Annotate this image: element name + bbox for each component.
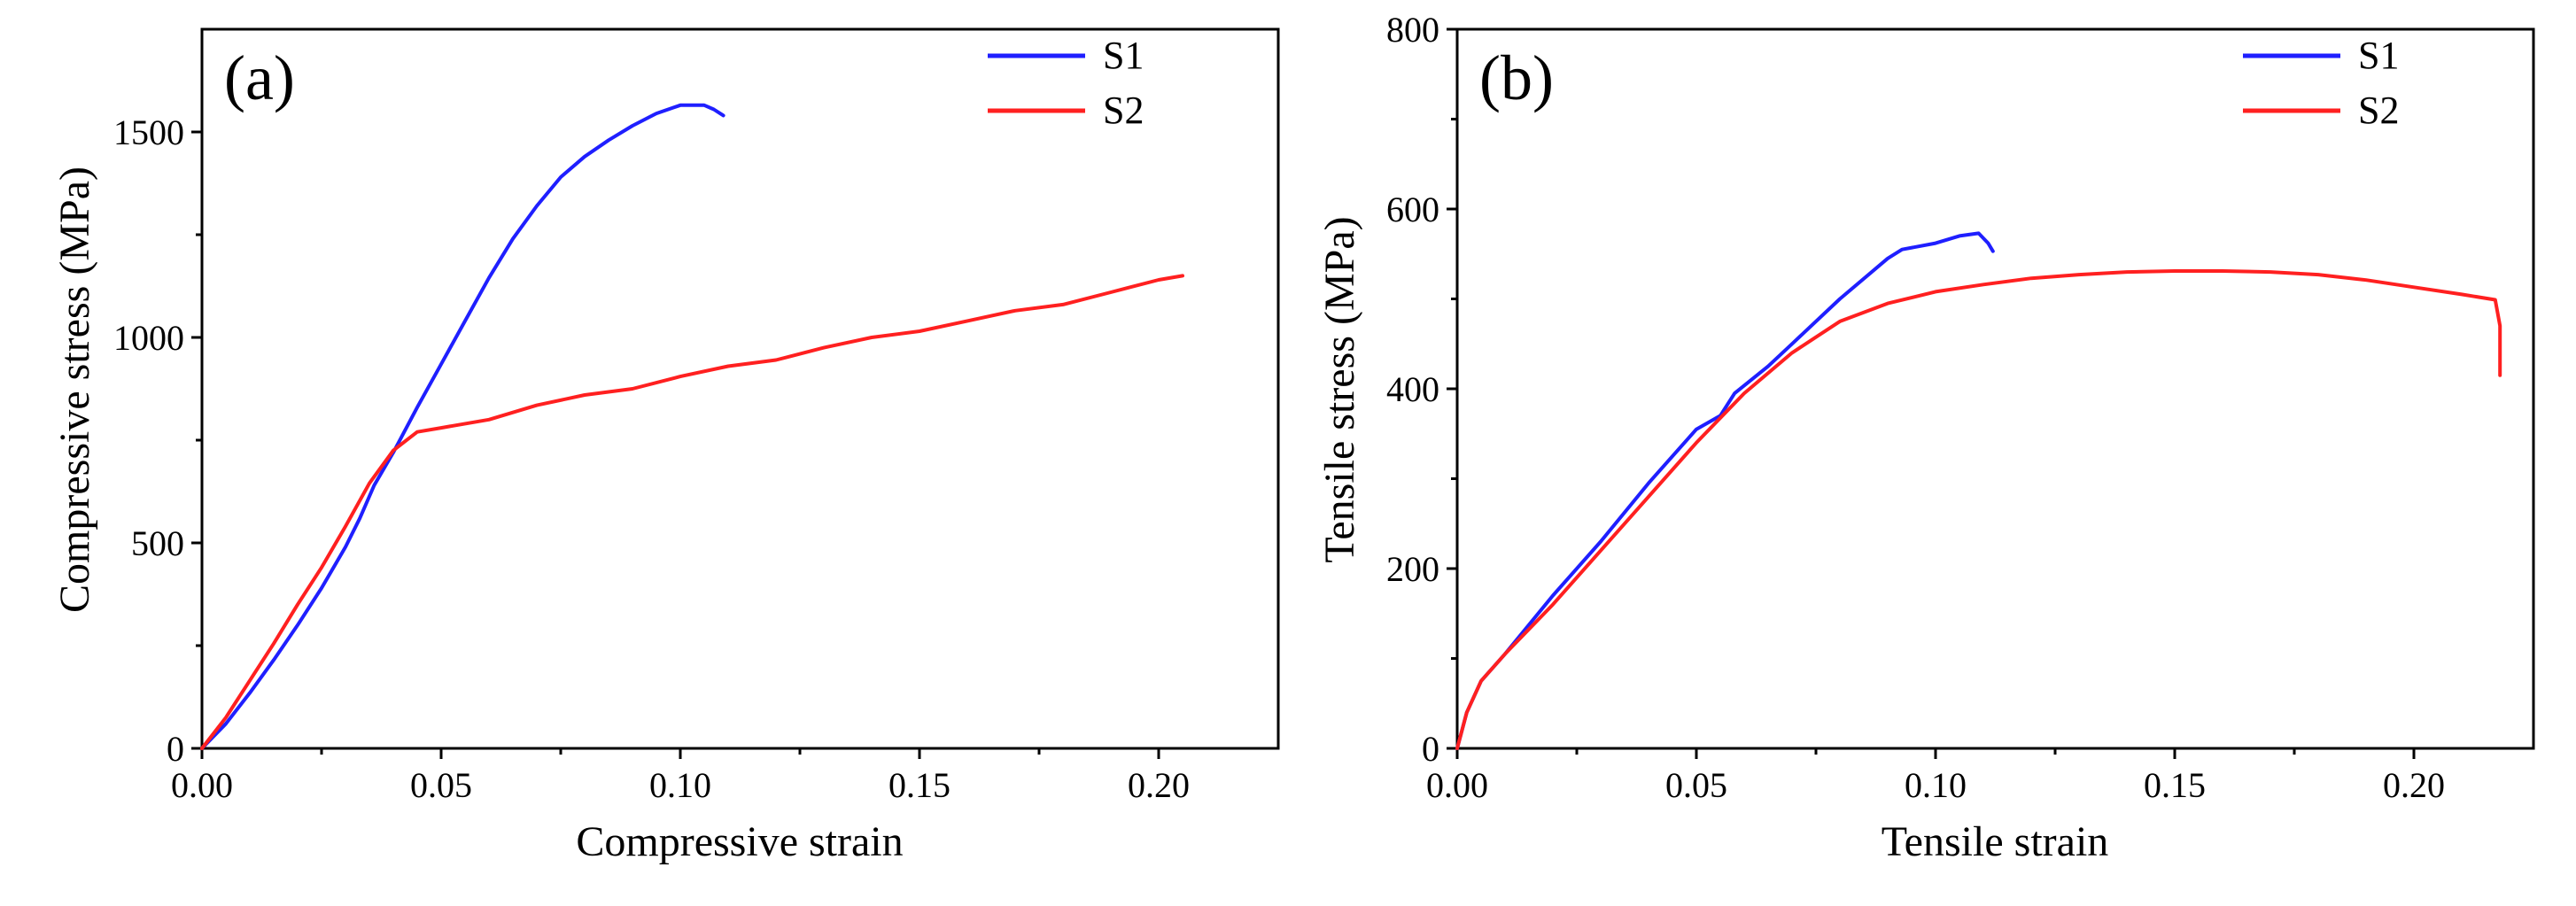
legend-label-s1: S1 (2358, 34, 2399, 77)
panel-label: (b) (1479, 43, 1554, 113)
x-tick-label: 0.10 (649, 765, 711, 805)
plot-frame (200, 27, 1280, 750)
series-group (200, 103, 1184, 750)
x-tick-label: 0.20 (1128, 765, 1190, 805)
chart-panel-b: (b) Tensile strain Tensile stress (MPa) … (1316, 10, 2535, 865)
x-axis-title: Tensile strain (1882, 818, 2109, 865)
x-tick-label: 0.10 (1905, 765, 1967, 805)
x-tick-label: 0.20 (2383, 765, 2445, 805)
series-line-s1 (1455, 231, 1995, 750)
y-tick-label: 200 (1386, 549, 1439, 589)
legend-label-s1: S1 (1103, 34, 1144, 77)
legend-label-s2: S2 (2358, 89, 2399, 132)
series-line-s2 (200, 274, 1184, 750)
legend-label-s2: S2 (1103, 89, 1144, 132)
y-tick-label: 500 (131, 523, 184, 563)
y-axis-title: Tensile stress (MPa) (1316, 216, 1363, 562)
x-tick-label: 0.15 (2144, 765, 2206, 805)
y-tick-label: 800 (1386, 10, 1439, 50)
x-tick-label: 0.05 (1665, 765, 1727, 805)
series-group (1455, 231, 2502, 750)
x-tick-label: 0.15 (888, 765, 950, 805)
y-tick-label: 0 (1422, 729, 1439, 769)
y-tick-label: 600 (1386, 190, 1439, 229)
tick-group: 0.00 0.05 0.10 0.15 0.20 0 500 1000 1500 (113, 112, 1190, 805)
tick-group: 0.00 0.05 0.10 0.15 0.20 0 200 400 600 800 (1386, 10, 2445, 805)
x-tick-label: 0.05 (410, 765, 472, 805)
chart-panel-a: (a) Compressive strain Compressive stres… (51, 27, 1280, 865)
panel-label: (a) (224, 43, 295, 113)
y-tick-label: 1000 (113, 318, 184, 358)
plot-frame (1455, 27, 2535, 750)
x-axis-title: Compressive strain (576, 818, 903, 865)
y-tick-label: 400 (1386, 369, 1439, 409)
series-line-s2 (1455, 269, 2502, 750)
x-tick-label: 0.00 (171, 765, 233, 805)
y-tick-label: 1500 (113, 112, 184, 152)
y-axis-title: Compressive stress (MPa) (51, 166, 98, 613)
y-tick-label: 0 (167, 729, 184, 769)
series-line-s1 (200, 103, 725, 750)
x-tick-label: 0.00 (1426, 765, 1488, 805)
